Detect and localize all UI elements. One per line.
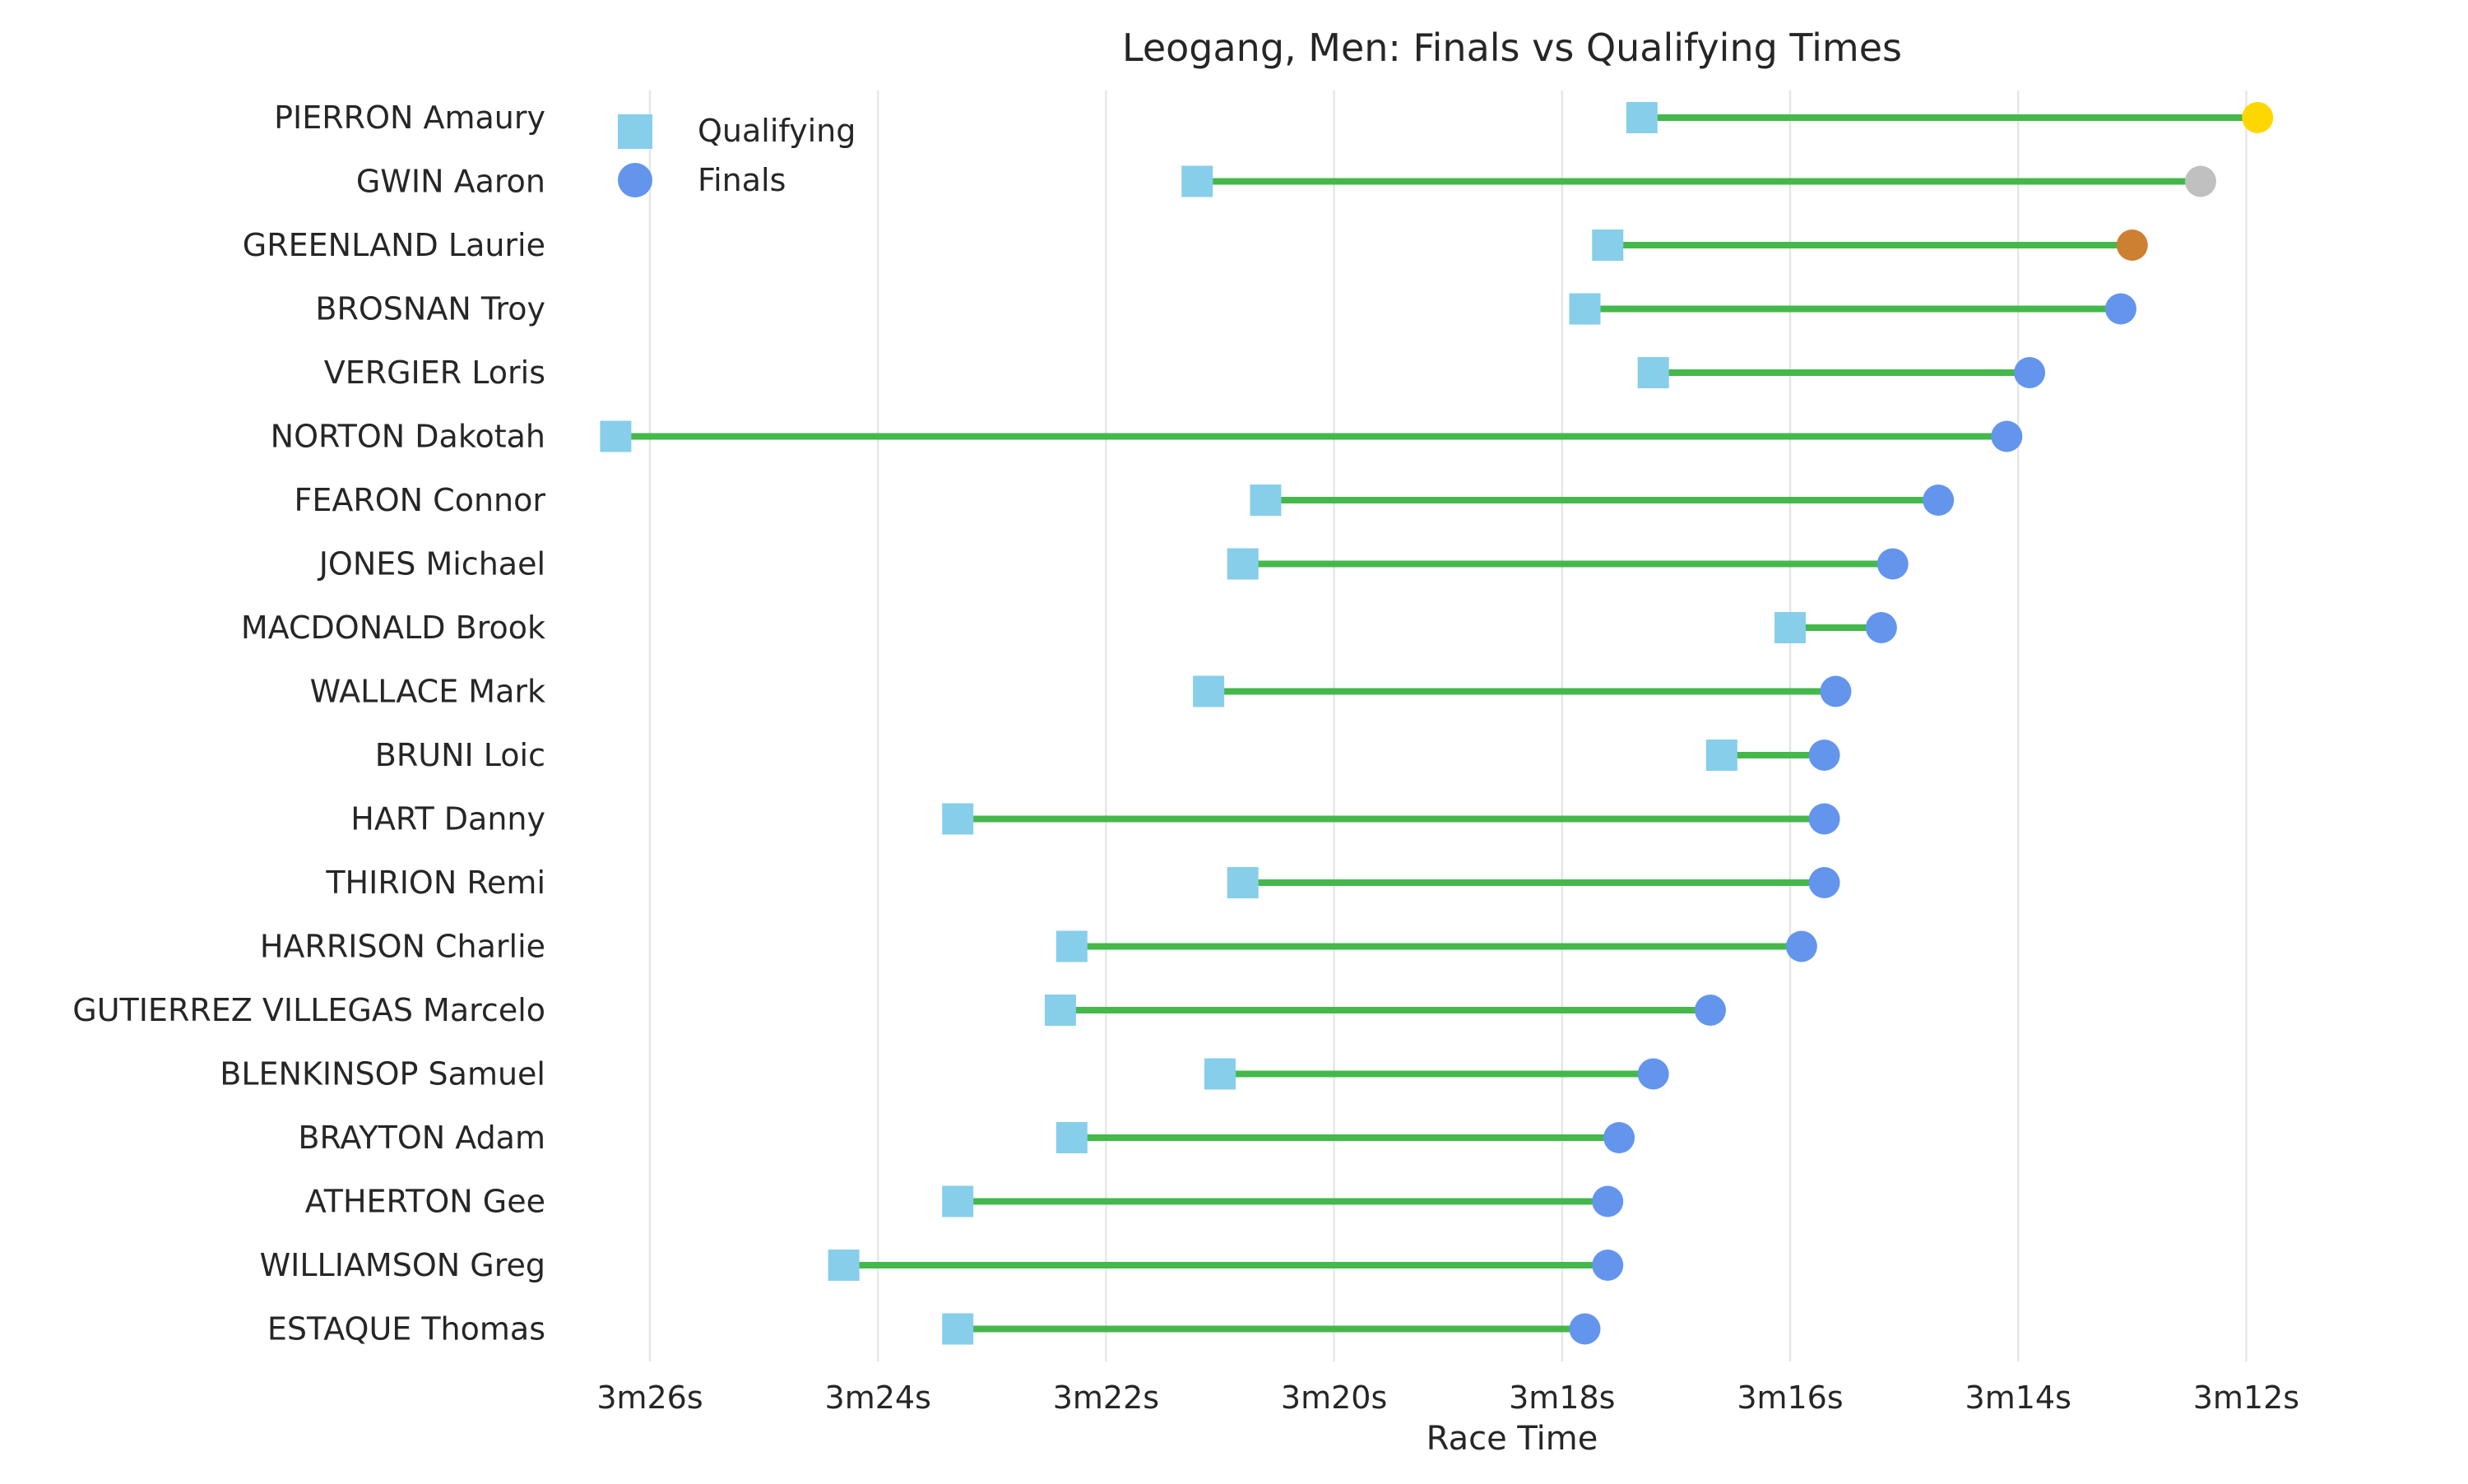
rider-name-label: JONES Michael [318,546,545,582]
rider-name-label: GWIN Aaron [356,164,545,200]
qualifying-marker [1705,740,1737,771]
rider-name-label: HART Danny [350,801,545,837]
x-tick-label: 3m24s [825,1380,931,1416]
rider-name-label: MACDONALD Brook [241,610,545,646]
qualifying-marker [1227,548,1259,580]
rider-name-label: VERGIER Loris [324,355,545,391]
finals-markers [1569,102,2274,1345]
x-tick-label: 3m22s [1053,1380,1159,1416]
finals-marker [1923,485,1955,516]
x-tick-label: 3m20s [1281,1380,1387,1416]
qualifying-marker [1569,293,1601,325]
finals-marker [2014,357,2046,388]
finals-marker [1808,740,1840,771]
rider-name-label: NORTON Dakotah [271,419,545,455]
chart-title: Leogang, Men: Finals vs Qualifying Times [1122,26,1902,70]
legend-qualifying-marker [618,114,652,149]
x-tick-labels: 3m26s 3m24s 3m22s 3m20s 3m18s 3m16s 3m14s 3m12s [596,1380,2299,1416]
rider-name-label: PIERRON Amaury [274,100,545,136]
legend-finals-marker [618,163,652,197]
finals-marker [1820,675,1852,707]
qualifying-marker [1181,165,1213,197]
rider-name-label: ATHERTON Gee [305,1184,545,1220]
finals-marker [1808,803,1840,835]
finals-marker [1592,1185,1624,1217]
rider-name-label: GREENLAND Laurie [243,227,545,263]
rider-name-label: WILLIAMSON Greg [260,1247,545,1283]
qualifying-marker [1055,1122,1088,1153]
x-tick-label: 3m18s [1509,1380,1615,1416]
rider-name-label: BRUNI Loic [375,737,545,773]
legend-finals-label: Finals [698,162,786,198]
finals-marker [1637,1058,1669,1090]
qualifying-marker [942,803,974,835]
finals-marker [1808,867,1840,898]
qualifying-marker [828,1250,860,1281]
qualifying-marker [600,420,632,452]
x-tick-label: 3m26s [596,1380,703,1416]
finals-marker [2116,230,2148,261]
rider-name-label: HARRISON Charlie [260,929,545,965]
rider-name-label: BRAYTON Adam [298,1120,545,1156]
finals-marker [2104,293,2136,325]
legend: Qualifying Finals [618,113,856,198]
qualifying-marker [942,1313,974,1345]
finals-marker [1694,995,1726,1026]
rider-name-label: FEARON Connor [294,482,545,518]
qualifying-marker [1044,995,1076,1026]
qualifying-marker [1055,930,1088,962]
x-tick-label: 3m12s [2193,1380,2299,1416]
connector-lines [615,114,2258,1333]
finals-marker [1785,930,1817,962]
rider-name-label: BLENKINSOP Samuel [220,1056,545,1092]
rider-name-label: BROSNAN Troy [315,291,545,327]
rider-name-label: ESTAQUE Thomas [267,1311,545,1347]
finals-marker [1991,420,2023,452]
finals-marker [1569,1313,1601,1345]
rider-name-label: THIRION Remi [325,865,545,901]
qualifying-marker [1204,1058,1236,1090]
qualifying-marker [1193,675,1225,707]
qualifying-marker [1250,485,1282,516]
rider-labels: PIERRON Amaury GWIN Aaron GREENLAND Laurie… [72,100,545,1347]
finals-marker [1877,548,1909,580]
x-tick-label: 3m16s [1737,1380,1843,1416]
qualifying-marker [1626,102,1658,133]
finals-marker [1603,1122,1635,1153]
finals-marker [1592,1250,1624,1281]
qualifying-marker [942,1185,974,1217]
rider-name-label: WALLACE Mark [310,674,545,710]
finals-marker [2184,165,2216,197]
qualifying-marker [1774,612,1806,643]
finals-marker [2242,102,2274,133]
grid-lines [648,90,2248,1361]
legend-qualifying-label: Qualifying [698,113,856,149]
qualifying-marker [1637,357,1669,388]
finals-marker [1865,612,1897,643]
x-axis-label: Race Time [1427,1420,1598,1458]
rider-name-label: GUTIERREZ VILLEGAS Marcelo [72,992,545,1028]
qualifying-marker [1592,230,1624,261]
qualifying-marker [1227,867,1259,898]
qualifying-markers [600,102,1806,1345]
x-tick-label: 3m14s [1965,1380,2071,1416]
